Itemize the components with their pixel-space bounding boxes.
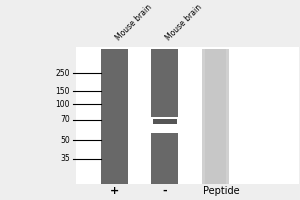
Text: 70: 70 [60,115,70,124]
Text: Peptide: Peptide [203,186,240,196]
Text: Mouse brain: Mouse brain [164,2,204,42]
Text: 150: 150 [55,87,70,96]
Bar [202,49,229,184]
Text: 250: 250 [55,69,70,78]
Text: Mouse brain: Mouse brain [114,2,154,42]
Bar [153,119,177,124]
Bar [205,49,226,184]
Bar [101,49,128,184]
Bar [76,47,298,184]
Bar [152,117,178,133]
Text: +: + [110,186,119,196]
Text: 50: 50 [60,136,70,145]
Bar [152,49,178,184]
Text: 100: 100 [55,100,70,109]
Text: -: - [163,186,167,196]
Text: 35: 35 [60,154,70,163]
